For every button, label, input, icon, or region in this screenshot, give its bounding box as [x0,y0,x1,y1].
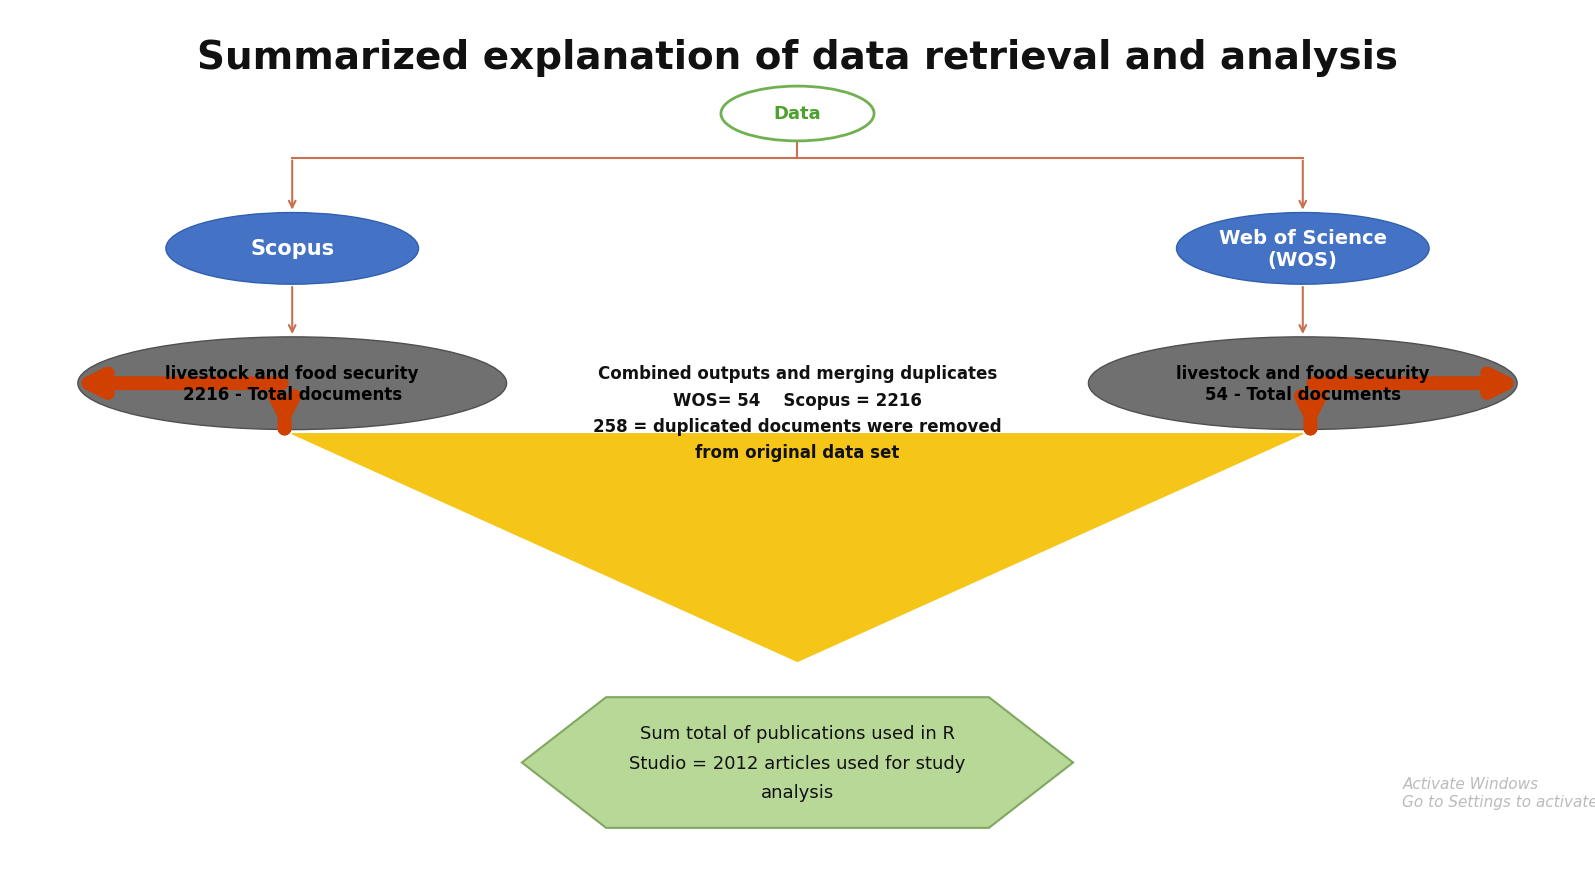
Polygon shape [522,697,1073,828]
Text: Data: Data [774,105,821,124]
Text: livestock and food security
54 - Total documents: livestock and food security 54 - Total d… [1176,365,1429,403]
Text: livestock and food security
2216 - Total documents: livestock and food security 2216 - Total… [166,365,419,403]
Text: Web of Science
(WOS): Web of Science (WOS) [1219,229,1386,269]
Text: Combined outputs and merging duplicates
WOS= 54    Scopus = 2216
258 = duplicate: Combined outputs and merging duplicates … [593,365,1002,462]
Text: Summarized explanation of data retrieval and analysis: Summarized explanation of data retrieval… [198,39,1397,76]
Ellipse shape [721,87,874,142]
Text: Activate Windows
Go to Settings to activate W: Activate Windows Go to Settings to activ… [1402,776,1595,809]
Text: Scopus: Scopus [250,239,335,259]
Ellipse shape [1088,338,1517,430]
Ellipse shape [1177,213,1429,285]
Polygon shape [292,434,1303,661]
Ellipse shape [166,213,418,285]
Text: Sum total of publications used in R
Studio = 2012 articles used for study
analys: Sum total of publications used in R Stud… [630,724,965,801]
Ellipse shape [78,338,507,430]
